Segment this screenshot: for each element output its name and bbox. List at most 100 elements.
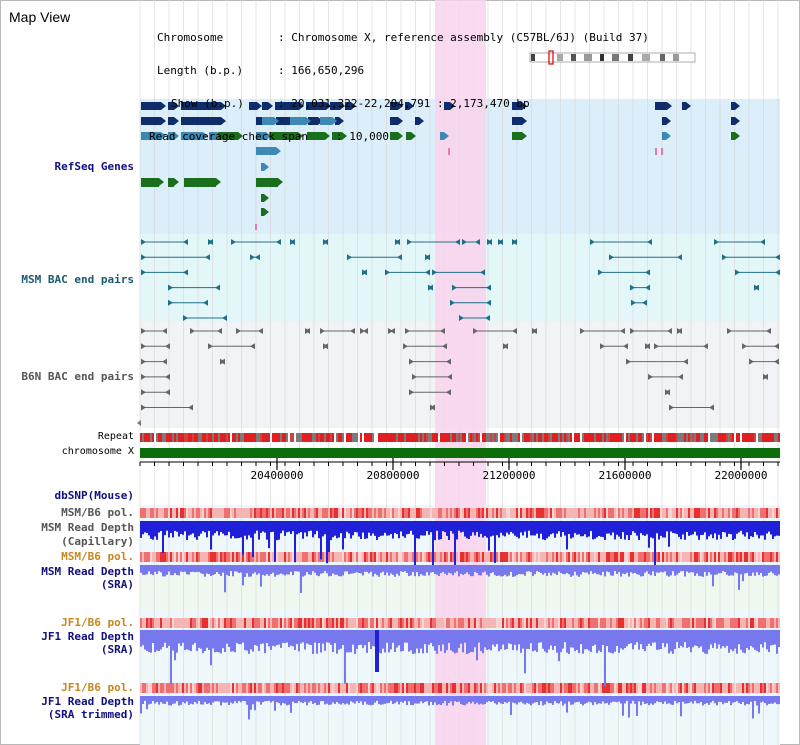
read-depth-bar: [334, 630, 336, 644]
read-depth-bar: [614, 521, 616, 540]
gene-strand-arrow: [278, 178, 283, 186]
read-depth-bar: [574, 521, 576, 534]
polymorphism-cell: [658, 618, 660, 628]
repeat-segment: [590, 433, 592, 442]
polymorphism-cell: [290, 552, 292, 562]
polymorphism-cell: [548, 508, 550, 518]
polymorphism-cell: [448, 552, 450, 562]
polymorphism-cell: [660, 683, 662, 693]
polymorphism-cell: [756, 683, 758, 693]
polymorphism-cell: [760, 508, 762, 518]
polymorphism-cell: [350, 552, 352, 562]
polymorphism-cell: [206, 683, 208, 693]
polymorphism-cell: [770, 683, 772, 693]
repeat-segment: [194, 433, 196, 442]
read-depth-bar: [712, 630, 714, 648]
track-label-refseq[interactable]: RefSeq Genes: [54, 160, 134, 173]
read-depth-bar: [460, 630, 462, 644]
polymorphism-cell: [768, 618, 770, 628]
polymorphism-cell: [772, 508, 774, 518]
track-label-msm-pol-2[interactable]: MSM/B6 pol.: [61, 550, 134, 563]
polymorphism-cell: [682, 552, 684, 562]
repeat-segment: [698, 433, 700, 442]
polymorphism-cell: [220, 618, 222, 628]
read-depth-bar: [490, 696, 492, 702]
repeat-segment: [412, 433, 414, 442]
repeat-segment: [384, 433, 386, 442]
repeat-segment: [258, 433, 260, 442]
repeat-segment: [230, 433, 232, 442]
track-label-jf1-depth-trim[interactable]: JF1 Read Depth: [41, 695, 134, 708]
polymorphism-cell: [404, 508, 406, 518]
track-label-msm-depth-cap[interactable]: MSM Read Depth: [41, 521, 134, 534]
polymorphism-cell: [244, 683, 246, 693]
read-depth-bar: [562, 630, 564, 649]
read-depth-bar: [570, 521, 572, 539]
gene-feature: [256, 178, 278, 187]
track-label-msm-pol-1[interactable]: MSM/B6 pol.: [61, 506, 134, 519]
polymorphism-cell: [566, 683, 568, 693]
gene-strand-arrow: [351, 102, 356, 110]
polymorphism-cell: [608, 683, 610, 693]
read-depth-bar: [642, 630, 644, 650]
read-depth-bar: [160, 630, 162, 650]
msm-bac-end-marker: [168, 299, 173, 306]
read-depth-bar: [412, 696, 414, 706]
polymorphism-cell: [730, 508, 732, 518]
polymorphism-cell: [428, 508, 430, 518]
read-depth-bar: [670, 696, 672, 705]
repeat-segment: [672, 433, 674, 442]
polymorphism-cell: [586, 683, 588, 693]
read-depth-bar: [316, 696, 318, 706]
polymorphism-cell: [278, 552, 280, 562]
polymorphism-cell: [568, 618, 570, 628]
read-depth-bar: [604, 696, 606, 704]
gene-feature: [661, 148, 663, 155]
polymorphism-cell: [152, 618, 154, 628]
read-depth-bar: [590, 521, 592, 532]
polymorphism-cell: [320, 683, 322, 693]
track-label-jf1-depth-sra[interactable]: JF1 Read Depth: [41, 630, 134, 643]
read-depth-bar: [696, 565, 698, 574]
polymorphism-cell: [648, 552, 650, 562]
polymorphism-cell: [314, 683, 316, 693]
read-depth-bar: [410, 521, 412, 531]
read-depth-bar: [416, 565, 418, 573]
read-depth-bar: [484, 521, 486, 536]
read-depth-bar: [372, 696, 374, 705]
read-depth-bar: [358, 565, 360, 574]
msm-bac-end-marker: [735, 269, 740, 276]
polymorphism-cell: [688, 508, 690, 518]
track-label-jf1-pol-1[interactable]: JF1/B6 pol.: [61, 616, 134, 629]
repeat-segment: [768, 433, 770, 442]
read-depth-bar: [624, 696, 626, 704]
polymorphism-cell: [518, 552, 520, 562]
read-depth-bar: [168, 630, 170, 646]
read-depth-bar: [586, 696, 588, 703]
polymorphism-cell: [704, 683, 706, 693]
polymorphism-cell: [734, 508, 736, 518]
polymorphism-cell: [390, 683, 392, 693]
polymorphism-cell: [742, 683, 744, 693]
read-depth-bar: [262, 696, 264, 703]
track-label-msm-depth-sra[interactable]: MSM Read Depth: [41, 565, 134, 578]
read-depth-bar: [732, 521, 734, 540]
track-label-msm-bac[interactable]: MSM BAC end pairs: [21, 273, 134, 286]
read-depth-bar: [550, 696, 552, 704]
read-depth-bar: [578, 630, 580, 654]
repeat-segment: [466, 433, 468, 442]
read-depth-bar: [502, 630, 504, 645]
track-label-b6n-bac[interactable]: B6N BAC end pairs: [21, 370, 134, 383]
repeat-segment: [286, 433, 288, 442]
polymorphism-cell: [652, 508, 654, 518]
polymorphism-cell: [286, 683, 288, 693]
polymorphism-cell: [428, 618, 430, 628]
track-label-jf1-pol-2[interactable]: JF1/B6 pol.: [61, 681, 134, 694]
repeat-segment: [368, 433, 370, 442]
polymorphism-cell: [224, 683, 226, 693]
msm-bac-end-marker: [642, 299, 647, 306]
track-label-dbsnp[interactable]: dbSNP(Mouse): [54, 489, 134, 502]
read-depth-bar: [540, 521, 542, 534]
polymorphism-cell: [282, 683, 284, 693]
